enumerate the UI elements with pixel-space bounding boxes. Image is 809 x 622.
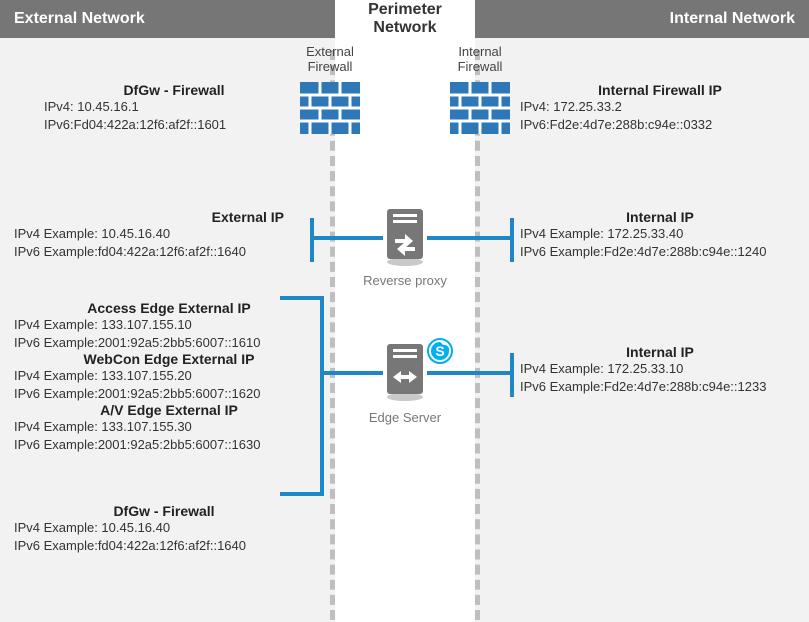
av-edge-title: A/V Edge External IP xyxy=(14,402,324,418)
header-external-label: External Network xyxy=(14,10,145,28)
ext-dfgw-ipv6: IPv6:Fd04:422a:12f6:af2f::1601 xyxy=(44,116,304,134)
int-ip2-ipv4: IPv4 Example: 172.25.33.10 xyxy=(520,360,800,378)
int-ip2-title: Internal IP xyxy=(520,344,800,360)
ext-dfgw-title: DfGw - Firewall xyxy=(44,82,304,98)
svg-text:S: S xyxy=(435,343,444,359)
av-edge-ipv4: IPv4 Example: 133.107.155.30 xyxy=(14,418,324,436)
ext-ip-ipv4: IPv4 Example: 10.45.16.40 xyxy=(14,225,314,243)
webcon-edge-title: WebCon Edge External IP xyxy=(14,351,324,367)
header-internal-label: Internal Network xyxy=(670,10,795,28)
ext-dfgw2-ipv4: IPv4 Example: 10.45.16.40 xyxy=(14,519,314,537)
external-firewall-label: External Firewall xyxy=(280,44,380,74)
int-ip2-ipv6: IPv6 Example:Fd2e:4d7e:288b:c94e::1233 xyxy=(520,378,800,396)
server-icon-proxy xyxy=(383,209,427,267)
ext-ip-block: External IP IPv4 Example: 10.45.16.40 IP… xyxy=(14,209,314,260)
ext-dfgw2-ipv6: IPv6 Example:fd04:422a:12f6:af2f::1640 xyxy=(14,537,314,555)
internal-firewall-label: Internal Firewall xyxy=(430,44,530,74)
int-ip2-block: Internal IP IPv4 Example: 172.25.33.10 I… xyxy=(520,344,800,395)
header-perimeter-label: Perimeter Network xyxy=(368,1,442,36)
connector-proxy-int-v xyxy=(510,218,514,262)
int-fw-ipv6: IPv6:Fd2e:4d7e:288b:c94e::0332 xyxy=(520,116,800,134)
header-perimeter: Perimeter Network xyxy=(335,0,475,38)
connector-edge-int xyxy=(427,371,513,375)
int-fw-block: Internal Firewall IP IPv4: 172.25.33.2 I… xyxy=(520,82,800,133)
int-ip1-block: Internal IP IPv4 Example: 172.25.33.40 I… xyxy=(520,209,800,260)
int-fw-title: Internal Firewall IP xyxy=(520,82,800,98)
firewall-icon-external xyxy=(300,82,360,134)
connector-proxy-int xyxy=(427,236,513,240)
header-external: External Network xyxy=(0,0,335,38)
ext-dfgw2-block: DfGw - Firewall IPv4 Example: 10.45.16.4… xyxy=(14,503,314,554)
reverse-proxy-label: Reverse proxy xyxy=(335,273,475,288)
connector-ext-edge xyxy=(320,371,383,375)
header-internal: Internal Network xyxy=(475,0,809,38)
access-edge-ipv6: IPv6 Example:2001:92a5:2bb5:6007::1610 xyxy=(14,334,324,352)
connector-bracket-bot xyxy=(280,492,320,496)
connector-ext-proxy xyxy=(310,236,383,240)
av-edge-ipv6: IPv6 Example:2001:92a5:2bb5:6007::1630 xyxy=(14,436,324,454)
ext-dfgw-ipv4: IPv4: 10.45.16.1 xyxy=(44,98,304,116)
skype-icon: S xyxy=(427,338,453,364)
webcon-edge-ipv4: IPv4 Example: 133.107.155.20 xyxy=(14,367,324,385)
access-edge-title: Access Edge External IP xyxy=(14,300,324,316)
ext-ip-ipv6: IPv6 Example:fd04:422a:12f6:af2f::1640 xyxy=(14,243,314,261)
webcon-edge-ipv6: IPv6 Example:2001:92a5:2bb5:6007::1620 xyxy=(14,385,324,403)
ext-ip-title: External IP xyxy=(14,209,314,225)
int-fw-ipv4: IPv4: 172.25.33.2 xyxy=(520,98,800,116)
int-ip1-ipv6: IPv6 Example:Fd2e:4d7e:288b:c94e::1240 xyxy=(520,243,800,261)
int-ip1-ipv4: IPv4 Example: 172.25.33.40 xyxy=(520,225,800,243)
connector-edge-int-v xyxy=(510,353,514,397)
edge-server-label: Edge Server xyxy=(335,410,475,425)
network-diagram: External Network Perimeter Network Inter… xyxy=(0,0,809,622)
firewall-icon-internal xyxy=(450,82,510,134)
access-edge-ipv4: IPv4 Example: 133.107.155.10 xyxy=(14,316,324,334)
dashed-line-right xyxy=(475,50,480,620)
edge-ext-block: Access Edge External IP IPv4 Example: 13… xyxy=(14,300,324,453)
dashed-line-left xyxy=(330,50,335,620)
ext-dfgw-block: DfGw - Firewall IPv4: 10.45.16.1 IPv6:Fd… xyxy=(44,82,304,133)
server-icon-edge xyxy=(383,344,427,402)
ext-dfgw2-title: DfGw - Firewall xyxy=(14,503,314,519)
int-ip1-title: Internal IP xyxy=(520,209,800,225)
